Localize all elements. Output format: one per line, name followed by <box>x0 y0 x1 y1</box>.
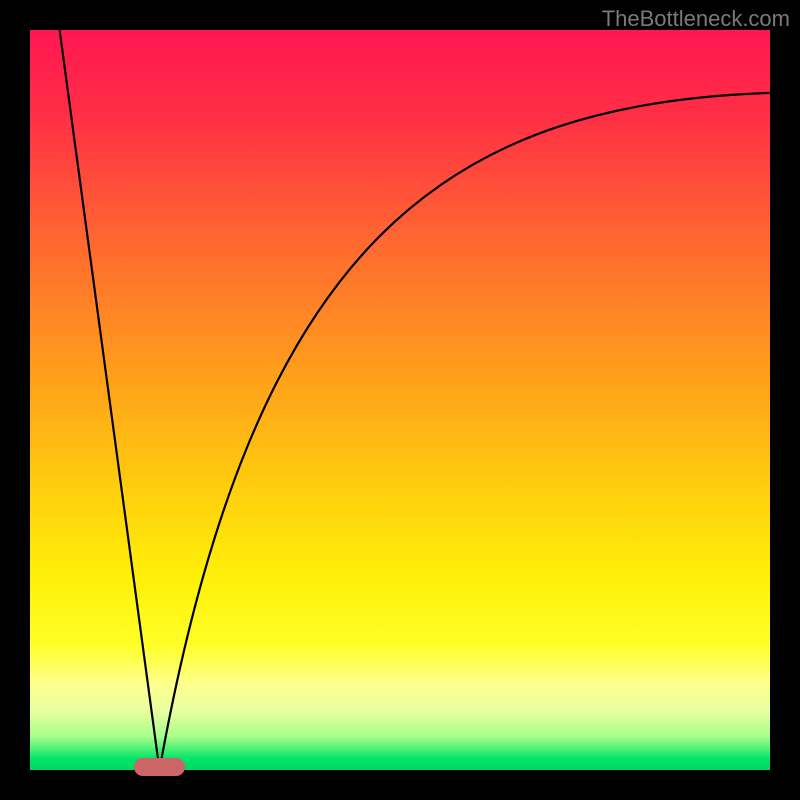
watermark-text: TheBottleneck.com <box>602 6 790 32</box>
curve-overlay <box>0 0 800 800</box>
vertex-marker <box>134 758 186 776</box>
bottleneck-curve <box>60 30 770 770</box>
